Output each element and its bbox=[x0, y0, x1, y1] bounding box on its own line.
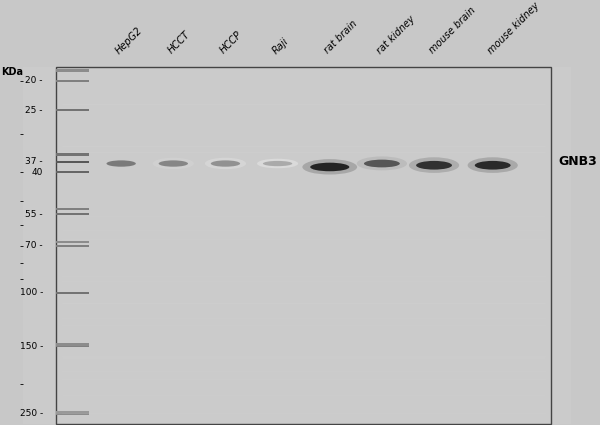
Text: Raji: Raji bbox=[271, 36, 290, 56]
Bar bbox=[56, 411, 89, 414]
Bar bbox=[56, 345, 89, 347]
Text: rat kidney: rat kidney bbox=[375, 14, 417, 56]
Ellipse shape bbox=[310, 163, 349, 171]
Bar bbox=[56, 412, 89, 415]
Text: HepG2: HepG2 bbox=[114, 25, 145, 56]
Ellipse shape bbox=[475, 161, 511, 170]
Text: KDa: KDa bbox=[1, 67, 23, 77]
Text: mouse brain: mouse brain bbox=[427, 6, 477, 56]
Bar bbox=[56, 109, 89, 111]
Bar bbox=[56, 241, 89, 243]
Text: rat brain: rat brain bbox=[323, 19, 359, 56]
Bar bbox=[56, 213, 89, 215]
Ellipse shape bbox=[153, 158, 194, 169]
Bar bbox=[56, 79, 89, 82]
Ellipse shape bbox=[106, 160, 136, 167]
Ellipse shape bbox=[257, 159, 298, 168]
Bar bbox=[56, 171, 89, 173]
Ellipse shape bbox=[302, 159, 357, 175]
Ellipse shape bbox=[211, 160, 240, 167]
Text: 70 -: 70 - bbox=[25, 241, 43, 250]
Text: 250 -: 250 - bbox=[20, 409, 43, 418]
Bar bbox=[56, 208, 89, 210]
Ellipse shape bbox=[357, 156, 407, 170]
Ellipse shape bbox=[364, 160, 400, 167]
Bar bbox=[56, 153, 89, 156]
Ellipse shape bbox=[467, 157, 518, 173]
Text: 20 -: 20 - bbox=[25, 76, 43, 85]
Text: HCCP: HCCP bbox=[218, 30, 244, 56]
Text: 25 -: 25 - bbox=[25, 106, 43, 115]
Text: 37 -: 37 - bbox=[25, 157, 43, 166]
Bar bbox=[56, 161, 89, 163]
Ellipse shape bbox=[205, 158, 246, 169]
Ellipse shape bbox=[158, 160, 188, 167]
Ellipse shape bbox=[101, 158, 142, 169]
Text: 150 -: 150 - bbox=[20, 342, 43, 351]
Text: GNB3: GNB3 bbox=[558, 155, 596, 168]
Bar bbox=[56, 245, 89, 247]
Text: 55 -: 55 - bbox=[25, 210, 43, 218]
Text: 100 -: 100 - bbox=[20, 288, 43, 297]
Bar bbox=[56, 292, 89, 294]
Bar bbox=[56, 343, 89, 346]
Text: mouse kidney: mouse kidney bbox=[485, 0, 541, 56]
Text: 40: 40 bbox=[32, 167, 43, 176]
Text: HCCT: HCCT bbox=[166, 30, 193, 56]
Bar bbox=[56, 69, 89, 72]
Ellipse shape bbox=[409, 157, 459, 173]
Ellipse shape bbox=[416, 161, 452, 170]
Ellipse shape bbox=[263, 161, 292, 166]
